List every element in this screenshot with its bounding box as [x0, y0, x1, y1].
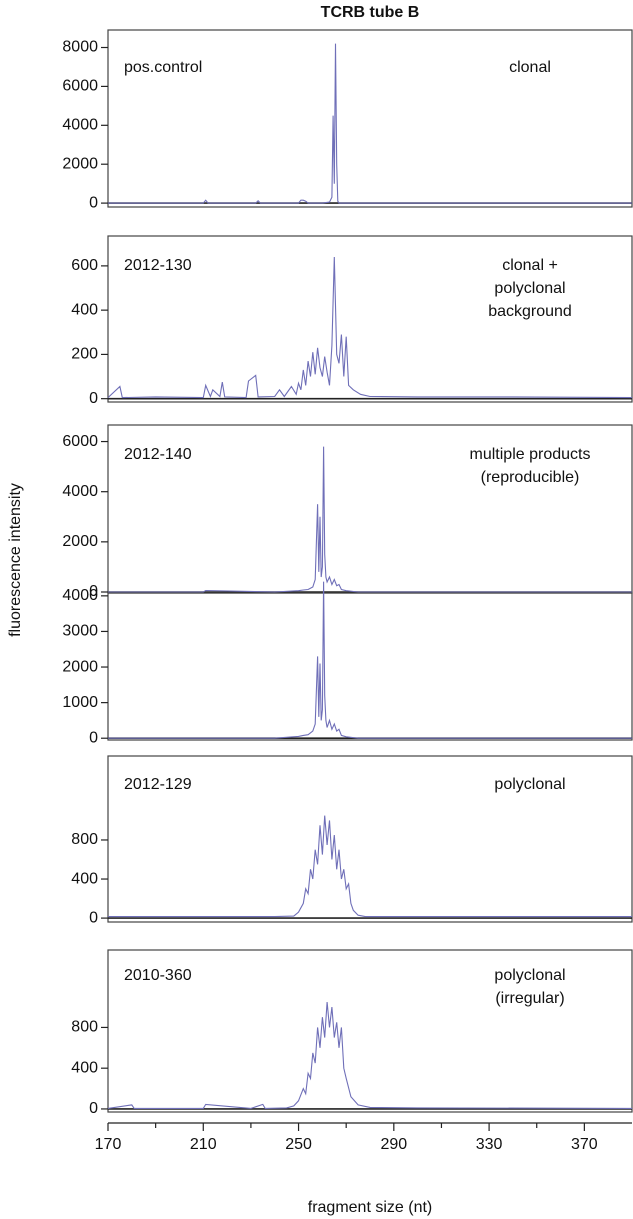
panel-annotation: multiple products	[470, 446, 591, 463]
trace	[108, 43, 632, 204]
y-tick-label: 0	[89, 583, 98, 600]
panel-annotation: polyclonal	[494, 280, 565, 297]
x-tick-label: 250	[285, 1136, 312, 1153]
y-tick-label: 400	[71, 870, 98, 887]
trace	[107, 256, 633, 399]
panel-annotation: polyclonal	[494, 967, 565, 984]
y-tick-label: 0	[89, 1100, 98, 1117]
panel-frame	[107, 235, 633, 403]
trace	[108, 581, 632, 739]
panel-annotation: clonal	[509, 59, 551, 76]
y-tick-label: 600	[71, 257, 98, 274]
x-tick-label: 370	[571, 1136, 598, 1153]
trace	[107, 1001, 633, 1109]
panel-label: 2012-140	[124, 446, 192, 463]
y-tick-label: 1000	[62, 694, 98, 711]
y-tick-label: 0	[89, 909, 98, 926]
y-tick-label: 800	[71, 1019, 98, 1036]
y-tick-label: 6000	[62, 433, 98, 450]
x-tick-label: 290	[380, 1136, 407, 1153]
y-tick-label: 0	[89, 194, 98, 211]
y-tick-label: 4000	[62, 117, 98, 134]
y-tick-label: 400	[71, 301, 98, 318]
panel-annotation: clonal +	[502, 257, 558, 274]
y-tick-label: 2000	[62, 658, 98, 675]
x-tick-label: 330	[476, 1136, 503, 1153]
y-tick-label: 0	[89, 390, 98, 407]
x-axis-label: fragment size (nt)	[308, 1199, 432, 1216]
y-tick-label: 2000	[62, 533, 98, 550]
panel-annotation: (irregular)	[495, 990, 564, 1007]
panel-annotation: background	[488, 303, 572, 320]
y-tick-label: 3000	[62, 623, 98, 640]
y-tick-label: 0	[89, 729, 98, 746]
y-tick-label: 400	[71, 1059, 98, 1076]
y-tick-label: 800	[71, 831, 98, 848]
x-tick-label: 210	[190, 1136, 217, 1153]
x-tick-label: 170	[95, 1136, 122, 1153]
panel-label: 2012-130	[124, 257, 192, 274]
trace	[108, 446, 632, 593]
trace	[108, 815, 632, 918]
panel-frame	[107, 592, 633, 741]
panel-frame	[107, 755, 633, 923]
panel-annotation: (reproducible)	[481, 469, 580, 486]
panel-label: 2010-360	[124, 967, 192, 984]
panel-label: pos.control	[124, 59, 202, 76]
panel-frame	[107, 949, 633, 1113]
panel-frame	[107, 29, 633, 208]
y-tick-label: 8000	[62, 39, 98, 56]
panel-annotation: polyclonal	[494, 776, 565, 793]
y-tick-label: 6000	[62, 78, 98, 95]
y-tick-label: 200	[71, 346, 98, 363]
figure-title: TCRB tube B	[321, 4, 420, 21]
y-tick-label: 4000	[62, 587, 98, 604]
y-tick-label: 4000	[62, 483, 98, 500]
y-tick-label: 2000	[62, 155, 98, 172]
panel-label: 2012-129	[124, 776, 192, 793]
y-axis-label: fluorescence intensity	[7, 483, 24, 637]
